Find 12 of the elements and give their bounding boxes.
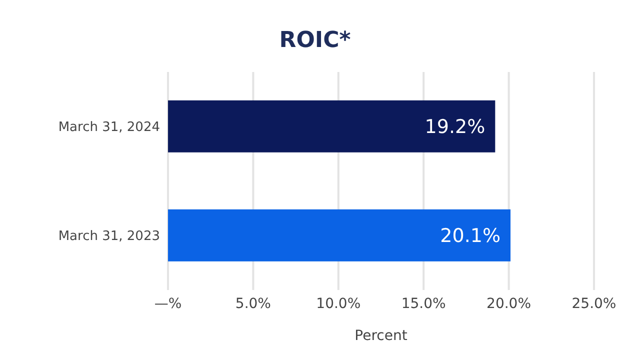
data-label: 20.1% [440, 225, 501, 248]
x-tick-label: 5.0% [235, 296, 271, 312]
y-tick-label: March 31, 2023 [58, 229, 160, 244]
x-tick-label: 15.0% [401, 296, 446, 312]
x-tick-label: 10.0% [316, 296, 361, 312]
x-tick-label: 25.0% [572, 296, 616, 312]
x-axis-title: Percent [354, 328, 408, 344]
x-tick-label: —% [154, 296, 182, 312]
x-tick-label: 20.0% [486, 296, 532, 312]
y-tick-label: March 31, 2024 [58, 120, 160, 136]
chart-title: ROIC* [279, 28, 351, 53]
data-label: 19.2% [424, 116, 486, 138]
